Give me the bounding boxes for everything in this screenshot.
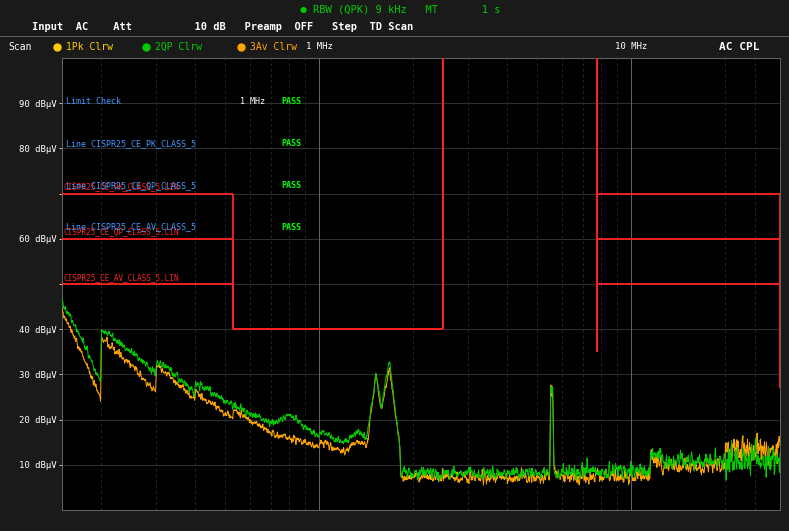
Text: CISPR25_CE_AV_CLASS_5.LIN: CISPR25_CE_AV_CLASS_5.LIN (64, 273, 179, 282)
Text: 1 MHz: 1 MHz (305, 42, 332, 51)
Text: Line CISPR25_CE_AV_CLASS_5: Line CISPR25_CE_AV_CLASS_5 (65, 222, 196, 232)
Text: Line CISPR25_CE_PK_CLASS_5: Line CISPR25_CE_PK_CLASS_5 (65, 139, 196, 148)
Text: 1Pk Clrw: 1Pk Clrw (66, 42, 114, 52)
Text: AC CPL: AC CPL (720, 42, 760, 52)
Text: PASS: PASS (281, 139, 301, 148)
Text: CISPR25_CE_QP_CLASS_5.LIN: CISPR25_CE_QP_CLASS_5.LIN (64, 228, 179, 236)
Text: PASS: PASS (281, 222, 301, 232)
Text: Line CISPR25_CE_QP_CLASS_5: Line CISPR25_CE_QP_CLASS_5 (65, 181, 196, 190)
Text: 1 MHz: 1 MHz (240, 97, 265, 106)
Text: 3Av Clrw: 3Av Clrw (250, 42, 297, 52)
Text: ● RBW (QPK) 9 kHz   MT       1 s: ● RBW (QPK) 9 kHz MT 1 s (288, 4, 501, 14)
Text: 10 MHz: 10 MHz (615, 42, 647, 51)
Text: Input  AC    Att          10 dB   Preamp  OFF   Step  TD Scan: Input AC Att 10 dB Preamp OFF Step TD Sc… (32, 22, 413, 32)
Text: Scan: Scan (8, 42, 32, 52)
Text: Limit Check: Limit Check (65, 97, 121, 106)
Text: PASS: PASS (281, 97, 301, 106)
Text: CISPR25_CE_PK_CLASS_5.LIN: CISPR25_CE_PK_CLASS_5.LIN (64, 182, 179, 191)
Text: PASS: PASS (281, 181, 301, 190)
Text: 2QP Clrw: 2QP Clrw (155, 42, 203, 52)
